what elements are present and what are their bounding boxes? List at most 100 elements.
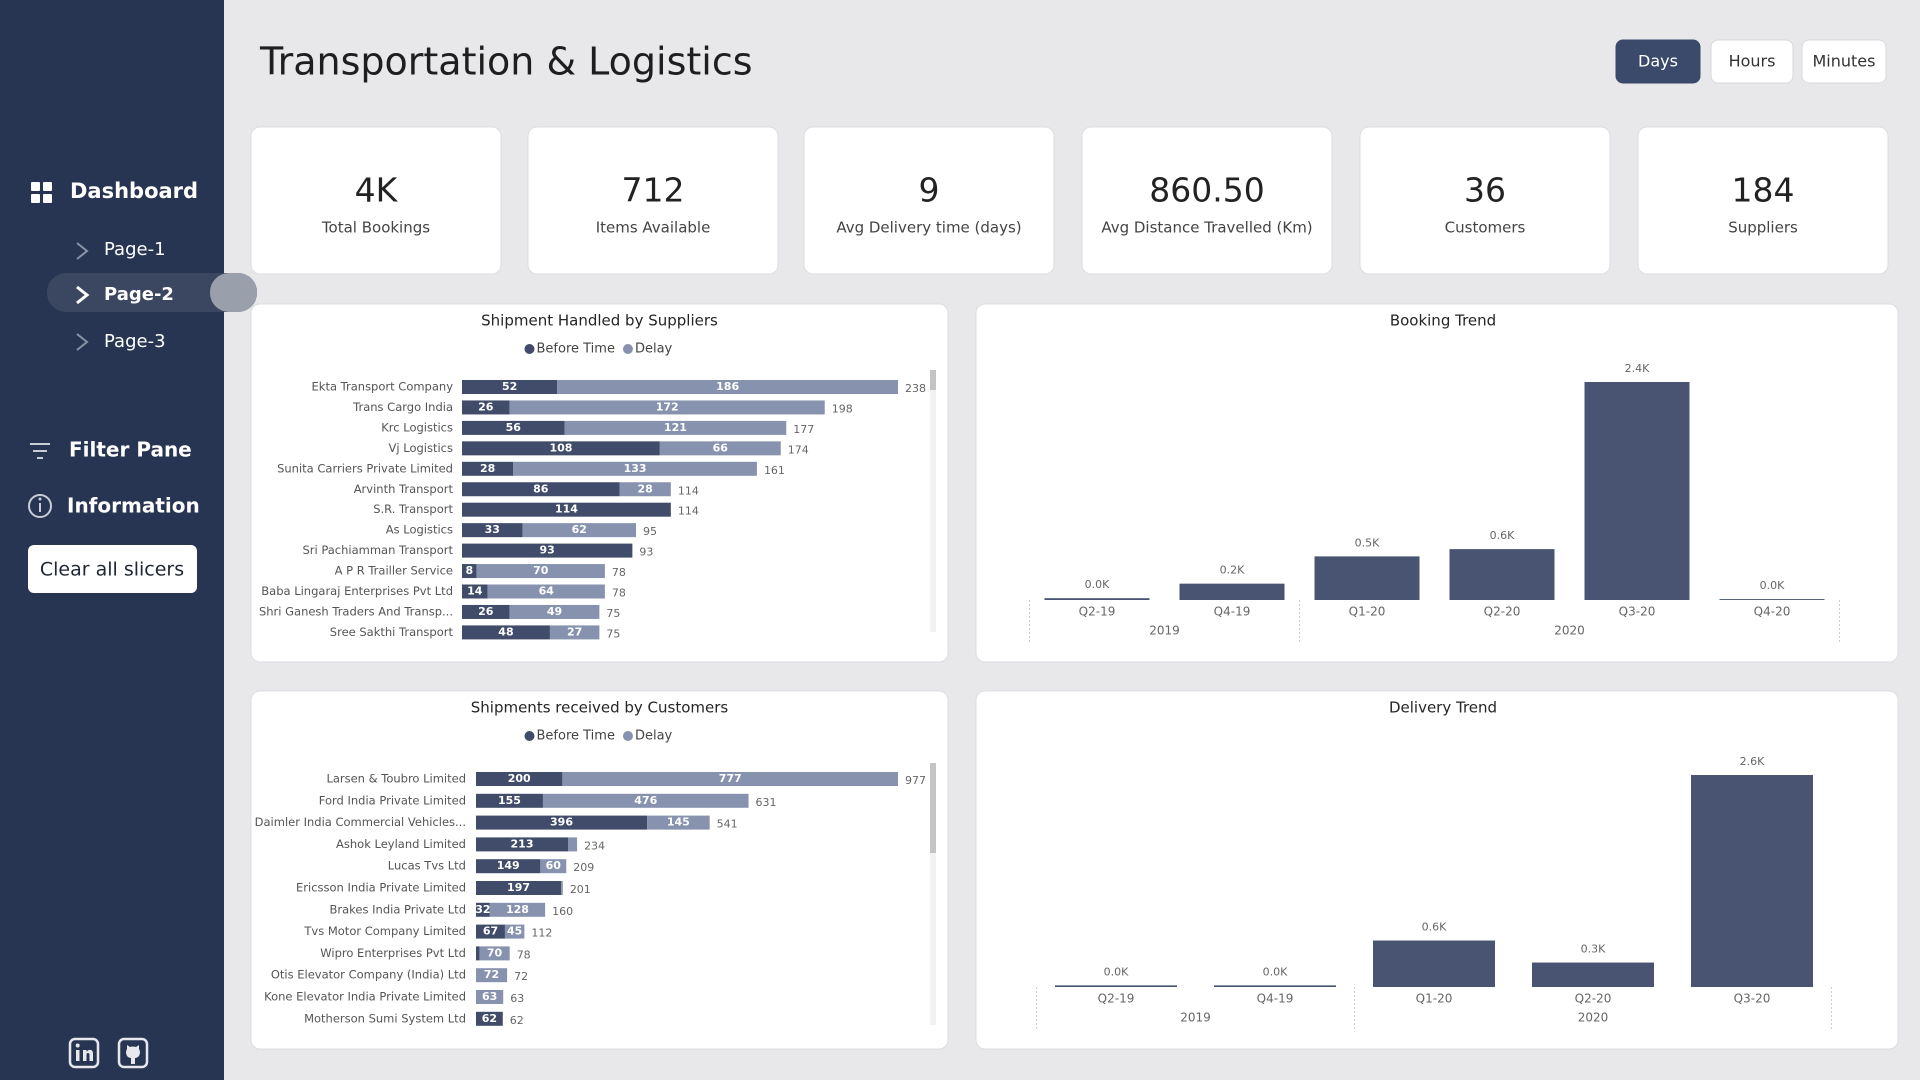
bar [1314, 556, 1420, 600]
nav-page[interactable]: Page-2 [104, 284, 174, 305]
value-label: 0.6K [1490, 529, 1515, 542]
bar-segment [557, 380, 898, 394]
total-label: 78 [517, 948, 531, 961]
bar-segment [462, 523, 523, 538]
x-group-label: 2019 [1180, 1011, 1211, 1025]
legend-label: Delay [635, 342, 673, 357]
category-label: Kone Elevator India Private Limited [264, 990, 466, 1004]
bar [1373, 940, 1495, 987]
segment-label: 63 [482, 990, 497, 1003]
time-unit-label[interactable]: Days [1638, 52, 1678, 71]
scrollbar-track [930, 763, 936, 1025]
bar-segment [476, 968, 508, 983]
category-label: Baba Lingaraj Enterprises Pvt Ltd [261, 584, 453, 598]
active-page-highlight [47, 273, 257, 312]
bar-segment [479, 946, 510, 961]
time-unit-button[interactable] [1710, 39, 1794, 84]
bar-segment [619, 482, 671, 497]
nav-link[interactable]: Filter Pane [69, 438, 192, 462]
total-label: 541 [717, 818, 738, 831]
legend-marker [622, 344, 633, 354]
segment-label: 32 [475, 903, 490, 916]
bar-segment [462, 502, 671, 517]
segment-label: 52 [502, 380, 517, 393]
time-unit-button[interactable] [1801, 39, 1887, 84]
bar-segment [476, 564, 605, 579]
total-label: 72 [514, 970, 528, 983]
sidebar [0, 0, 224, 1080]
kpi-card [1359, 126, 1611, 275]
clear-slicers-button[interactable] [28, 545, 197, 593]
kpi-value: 860.50 [1149, 171, 1264, 210]
segment-label: 128 [506, 903, 529, 916]
time-unit-label[interactable]: Hours [1729, 52, 1776, 71]
bar-segment [462, 420, 565, 435]
bar-segment [462, 543, 633, 558]
bar [1055, 985, 1177, 987]
highlight-tab [210, 273, 257, 312]
chart-title: Shipments received by Customers [471, 699, 729, 717]
bar [1044, 598, 1150, 600]
segment-label: 70 [533, 564, 549, 577]
category-label: Ericsson India Private Limited [296, 881, 466, 895]
x-tick-label: Q2-19 [1079, 605, 1116, 619]
bar [1179, 583, 1285, 600]
bar-segment [562, 772, 898, 786]
legend-marker [524, 344, 535, 354]
category-label: Wipro Enterprises Pvt Ltd [320, 946, 466, 960]
chart-title: Booking Trend [1390, 312, 1496, 330]
linkedin-icon[interactable] [68, 1037, 100, 1069]
total-label: 75 [606, 627, 620, 640]
category-label: Vj Logistics [389, 441, 453, 455]
github-icon[interactable] [117, 1037, 149, 1069]
time-unit-label[interactable]: Minutes [1813, 52, 1876, 71]
bar [1214, 985, 1336, 987]
time-unit-button[interactable] [1615, 39, 1701, 84]
nav-page[interactable]: Page-1 [104, 239, 166, 260]
bar-segment [462, 625, 550, 640]
value-label: 2.6K [1740, 755, 1765, 768]
clear-slicers-label[interactable]: Clear all slicers [40, 559, 184, 581]
nav-link[interactable]: Information [67, 494, 200, 518]
x-tick-label: Q4-20 [1754, 605, 1791, 619]
x-tick-label: Q1-20 [1416, 992, 1453, 1006]
total-label: 177 [793, 423, 814, 436]
value-label: 0.3K [1581, 943, 1606, 956]
segment-label: 62 [572, 523, 587, 536]
total-label: 174 [788, 443, 809, 456]
legend-marker [622, 731, 633, 741]
category-label: Lucas Tvs Ltd [388, 859, 466, 873]
kpi-card [1637, 126, 1889, 275]
category-label: Arvinth Transport [354, 482, 454, 496]
category-label: Sree Sakthi Transport [330, 625, 454, 639]
value-label: 2.4K [1625, 362, 1650, 375]
scrollbar-thumb [930, 763, 936, 853]
total-label: 160 [552, 905, 573, 918]
legend-label: Before Time [537, 342, 615, 357]
info-icon [28, 494, 52, 518]
scrollbar-thumb [930, 370, 936, 390]
kpi-value: 36 [1464, 171, 1506, 210]
kpi-card [803, 126, 1055, 275]
category-label: Sri Pachiamman Transport [302, 543, 453, 557]
bar-segment [549, 625, 600, 640]
sidebar-title[interactable]: Dashboard [70, 179, 198, 203]
category-label: Sunita Carriers Private Limited [277, 461, 453, 475]
total-label: 63 [510, 992, 524, 1005]
kpi-label: Avg Distance Travelled (Km) [1101, 219, 1312, 237]
nav-page[interactable]: Page-3 [104, 331, 166, 352]
category-label: Daimler India Commercial Vehicles... [255, 815, 466, 829]
kpi-label: Total Bookings [321, 219, 430, 237]
total-label: 114 [678, 505, 699, 518]
category-label: Tvs Motor Company Limited [303, 924, 466, 938]
kpi-card [250, 126, 502, 275]
total-label: 631 [756, 796, 777, 809]
segment-label: 213 [511, 837, 534, 850]
dashboard-icon [31, 182, 52, 203]
x-tick-label: Q2-20 [1484, 605, 1521, 619]
bar-segment [489, 902, 546, 917]
bar-segment [476, 946, 480, 961]
segment-label: 133 [624, 462, 647, 475]
segment-label: 33 [485, 523, 500, 536]
